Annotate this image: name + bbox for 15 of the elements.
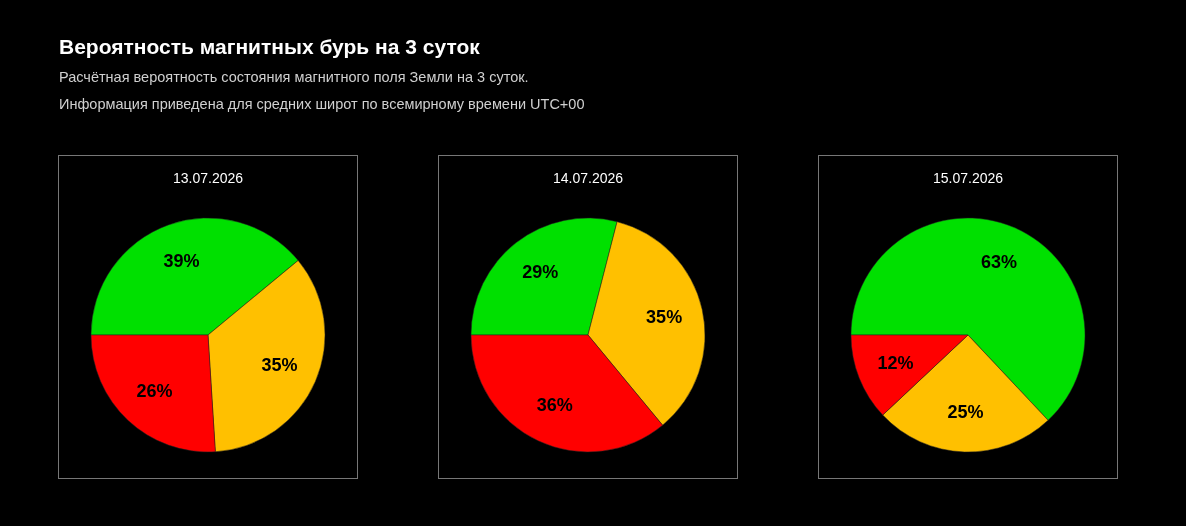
data-label: 39% [163,250,200,271]
data-label: 36% [536,394,573,415]
chart-title: 13.07.2026 [172,170,244,186]
data-label: 63% [980,252,1017,273]
chart-title: 15.07.2026 [932,170,1004,186]
data-label: 26% [136,380,173,401]
chart-title: 14.07.2026 [552,170,624,186]
data-label: 25% [947,401,984,422]
data-label: 29% [522,262,559,283]
text: Расчётная вероятность состояния магнитного поля Земли на 3 суток. [59,68,530,87]
text: Информация приведена для средних широт по всемирному времени UTC+00 [59,95,585,114]
data-label: 35% [646,306,683,327]
data-label: 35% [261,354,298,375]
text: Вероятность магнитных бурь на 3 суток [59,34,481,60]
data-label: 12% [877,352,914,373]
